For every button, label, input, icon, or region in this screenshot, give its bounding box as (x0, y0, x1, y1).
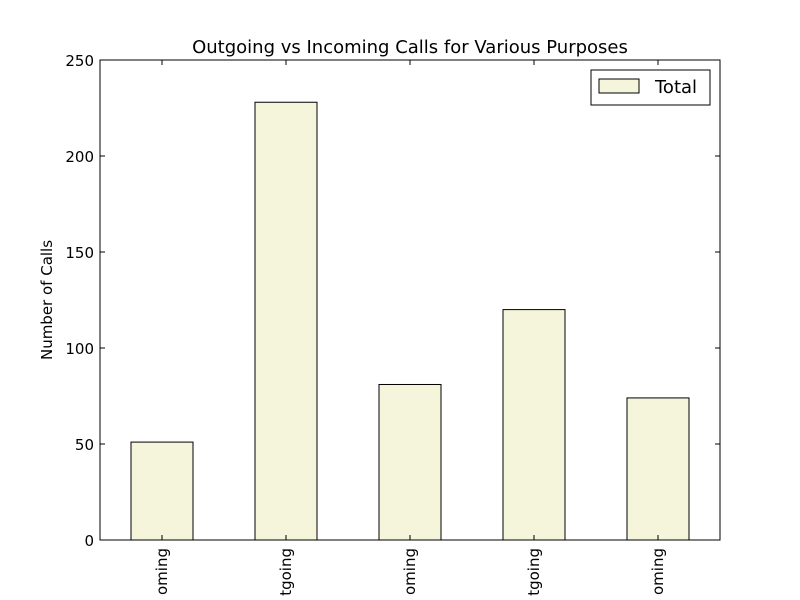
y-tick-label-1: 50 (75, 436, 94, 454)
x-tick-labels: oming tgoing oming tgoing oming (153, 548, 667, 596)
chart-title: Outgoing vs Incoming Calls for Various P… (192, 37, 628, 58)
bar-group (130, 101, 690, 541)
x-tick-label-2: oming (401, 548, 419, 595)
legend-label: Total (654, 77, 697, 98)
bar-3 (502, 309, 566, 541)
y-tick-labels: 0 50 100 150 200 250 (65, 52, 94, 550)
axis-ticks (100, 59, 720, 541)
x-tick-label-1: tgoing (277, 548, 295, 596)
y-tick-label-0: 0 (84, 532, 94, 550)
y-tick-label-3: 150 (65, 244, 94, 262)
bar-0 (130, 441, 194, 541)
x-tick-label-4: oming (649, 548, 667, 595)
legend-swatch (598, 78, 640, 94)
bar-2 (378, 383, 442, 541)
legend: Total (590, 69, 711, 106)
bar-1 (254, 101, 318, 541)
x-tick-label-3: tgoing (525, 548, 543, 596)
bar-4 (626, 397, 690, 541)
y-axis-label: Number of Calls (38, 240, 56, 360)
y-tick-label-2: 100 (65, 340, 94, 358)
y-tick-label-4: 200 (65, 148, 94, 166)
x-tick-label-0: oming (153, 548, 171, 595)
y-tick-label-5: 250 (65, 52, 94, 70)
